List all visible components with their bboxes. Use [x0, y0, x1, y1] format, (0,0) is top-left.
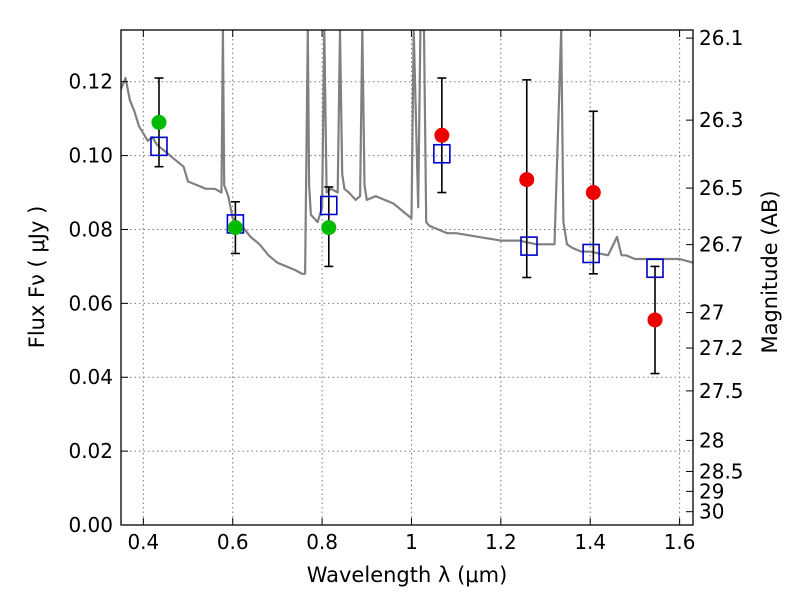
y-tick-label: 0.00	[68, 513, 113, 537]
x-tick-label: 1.4	[574, 530, 606, 554]
magnitude-tick-label: 27.5	[699, 379, 744, 403]
magnitude-tick-label: 28	[699, 428, 724, 452]
magnitude-tick-label: 29	[699, 479, 724, 503]
x-tick-label: 1	[405, 530, 418, 554]
magnitude-tick-label: 26.5	[699, 176, 744, 200]
plot-background	[121, 30, 693, 525]
green-data-point	[151, 114, 167, 130]
green-data-point	[227, 220, 243, 236]
model-spectrum-line	[121, 30, 693, 275]
magnitude-tick-label: 28.5	[699, 459, 744, 483]
model-flux-square	[582, 243, 600, 264]
magnitude-tick-label: 27	[699, 301, 724, 325]
magnitude-tick-label: 30	[699, 500, 724, 524]
red-data-point	[585, 185, 601, 201]
y-tick-label: 0.04	[68, 365, 113, 389]
magnitude-tick-label: 27.2	[699, 336, 744, 360]
x-tick-label: 0.4	[127, 530, 159, 554]
red-data-point	[434, 127, 450, 143]
y-axis-title-right: Magnitude (AB)	[758, 190, 782, 353]
y-tick-label: 0.08	[68, 217, 113, 241]
red-data-point	[519, 172, 535, 188]
green-data-point	[321, 220, 337, 236]
x-axis-title: Wavelength λ (μm)	[307, 563, 508, 587]
y-axis-title-left: Flux Fν ( μJy )	[25, 206, 49, 349]
x-tick-label: 1.6	[664, 530, 696, 554]
magnitude-tick-label: 26.1	[699, 26, 744, 50]
model-flux-square	[319, 195, 338, 216]
plot-frame	[120, 29, 694, 526]
y-tick-label: 0.02	[68, 439, 113, 463]
magnitude-tick-label: 26.3	[699, 108, 744, 132]
model-flux-square	[150, 136, 168, 157]
magnitude-tick-label: 26.7	[699, 233, 744, 257]
x-tick-label: 0.8	[306, 530, 338, 554]
y-tick-label: 0.12	[68, 70, 113, 94]
model-flux-square	[433, 143, 451, 164]
x-tick-label: 0.6	[217, 530, 249, 554]
grid	[121, 30, 693, 526]
data-layer	[121, 30, 693, 375]
y-tick-label: 0.10	[68, 144, 113, 168]
red-data-point	[647, 312, 663, 328]
axes: 0.4 0.6 0.8 1 1.2 1.4 1.6 0.00 0.02 0.04 0.06 0.08 0…	[68, 26, 743, 554]
model-flux-square	[520, 236, 538, 256]
model-flux-square	[646, 258, 664, 279]
x-tick-label: 1.2	[485, 530, 517, 554]
y-tick-label: 0.06	[68, 291, 113, 315]
